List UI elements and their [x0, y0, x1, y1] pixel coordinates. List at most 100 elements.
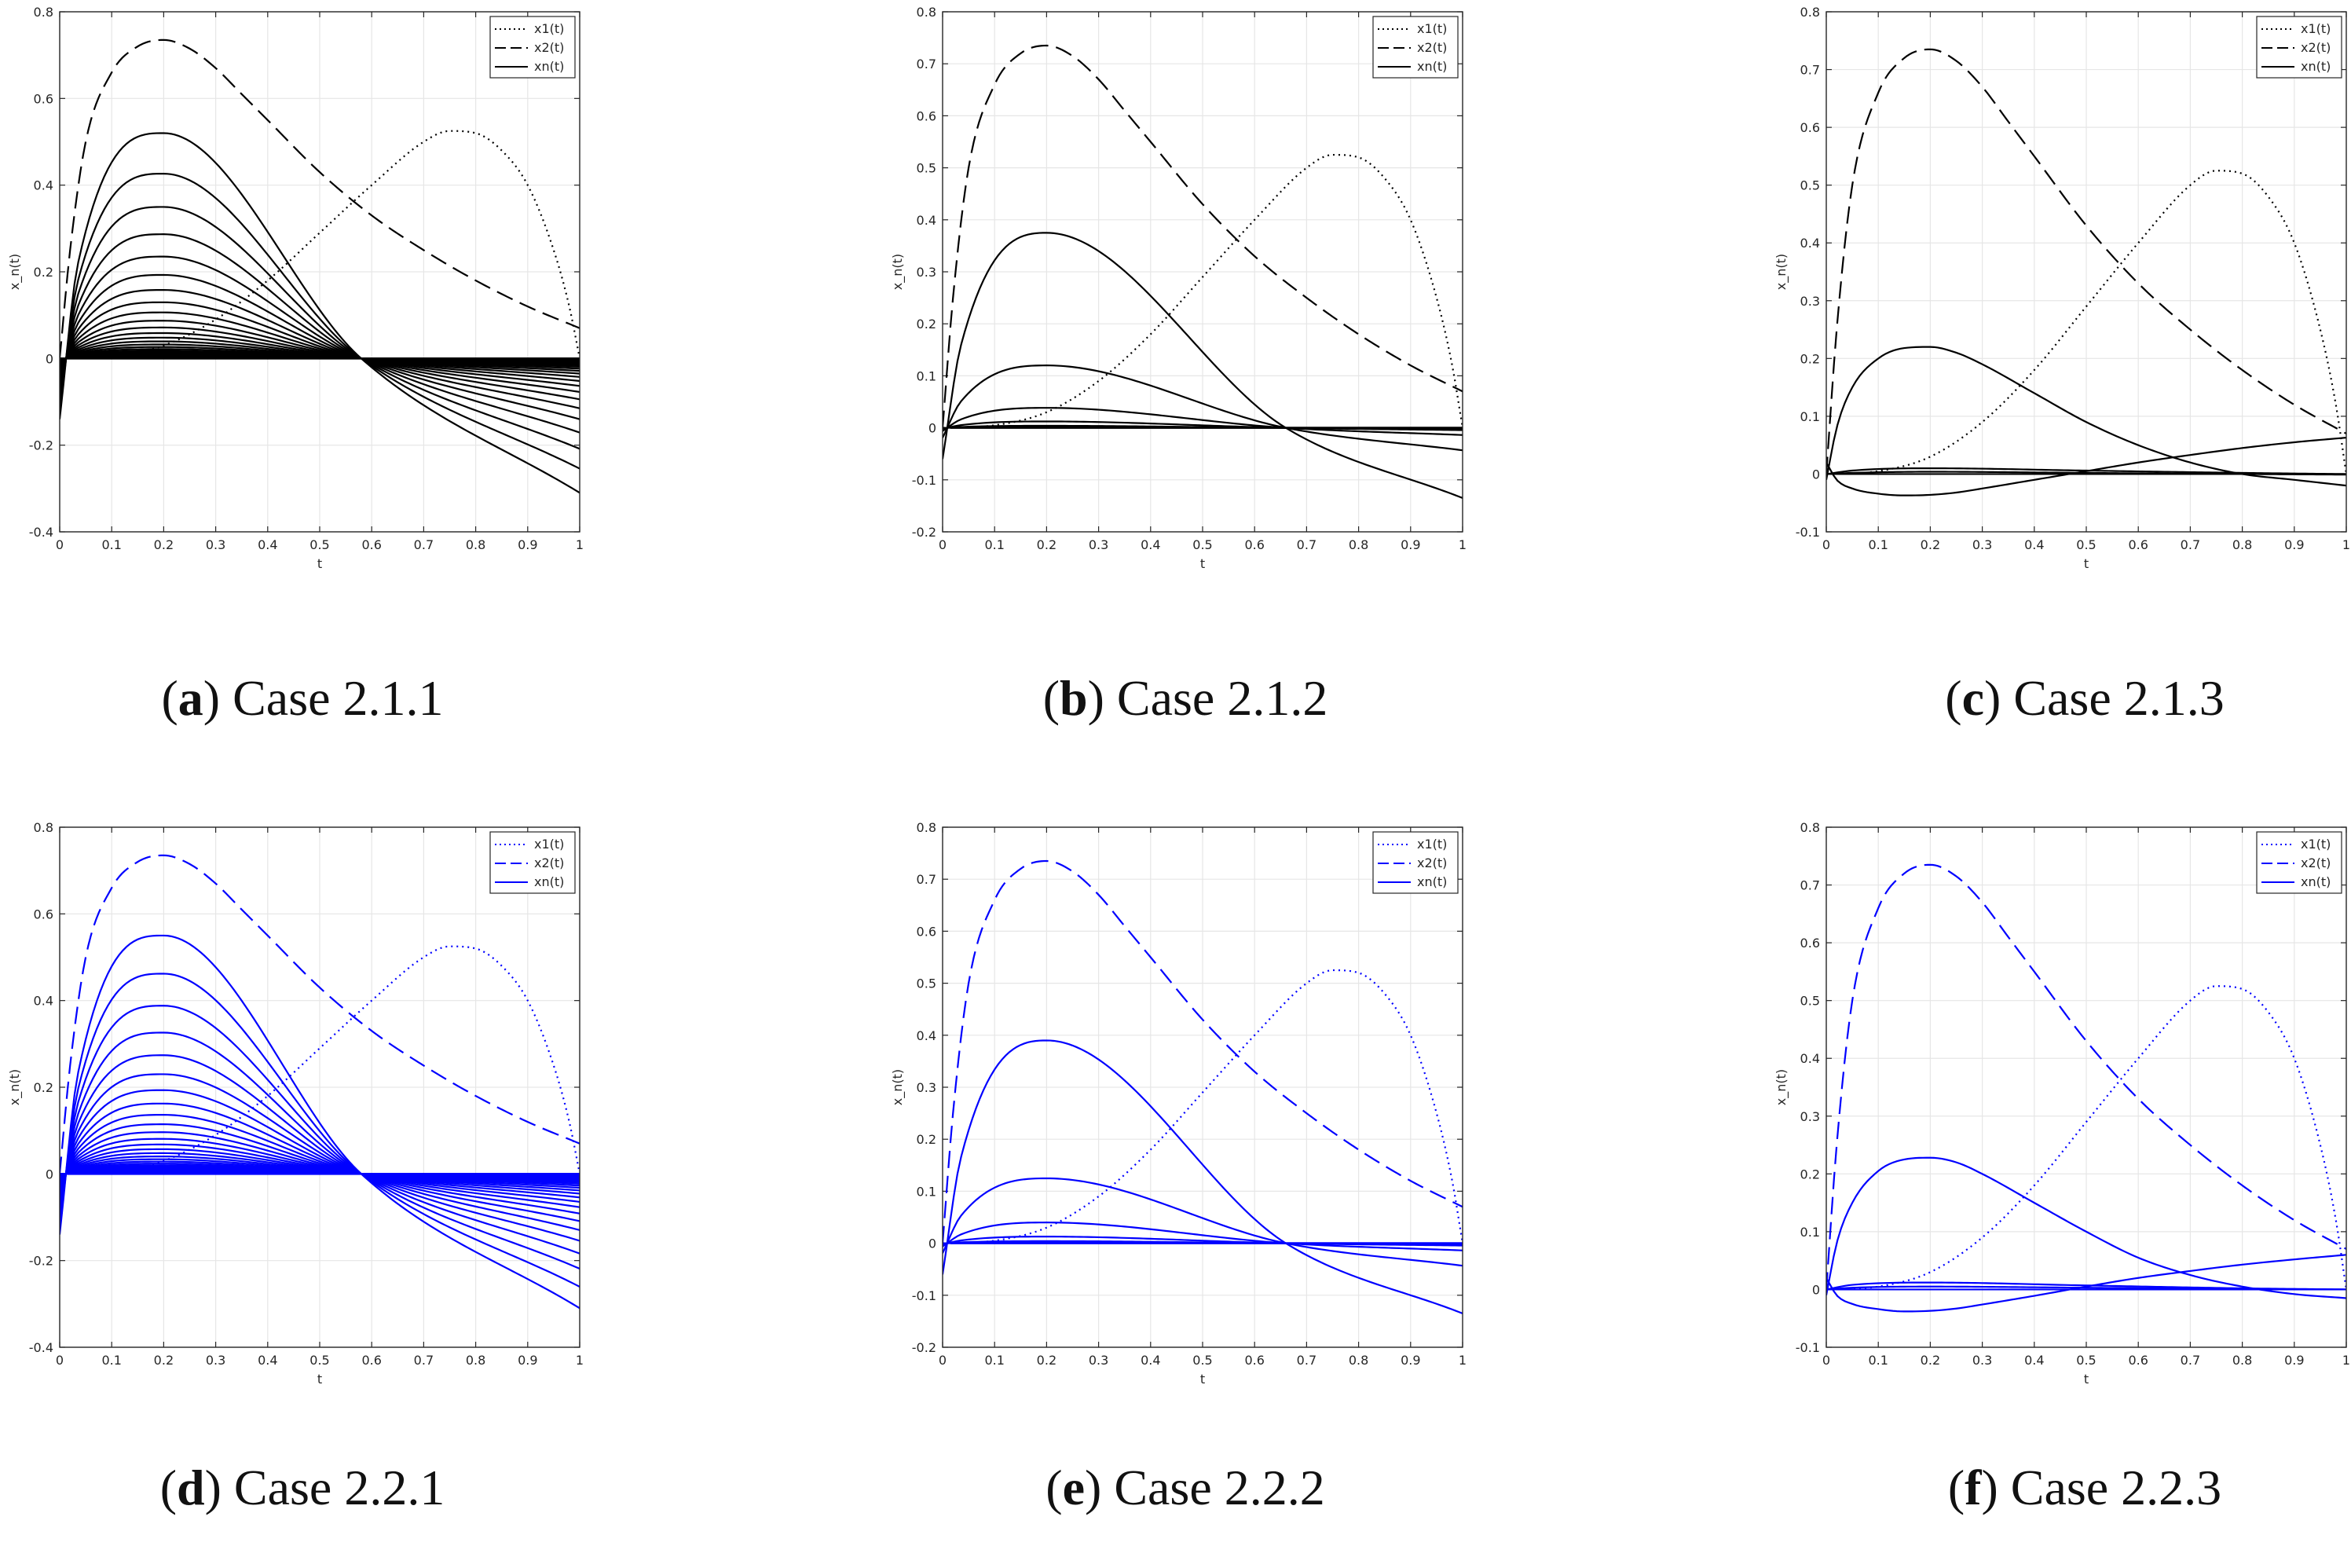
- xn-curve: [60, 973, 580, 1288]
- x-tick-label: 0.1: [984, 537, 1004, 552]
- caption-close-paren: ): [205, 1460, 234, 1515]
- caption-letter: b: [1060, 670, 1088, 726]
- x-tick-label: 0.3: [1089, 537, 1108, 552]
- x-tick-label: 0.3: [1972, 537, 1992, 552]
- x-tick-label: 0.3: [206, 1353, 225, 1368]
- y-tick-label: 0: [1812, 467, 1820, 482]
- xn-curve: [60, 1102, 580, 1214]
- xn-curve: [60, 1143, 580, 1192]
- plot-area: [60, 38, 580, 494]
- panel-d: 0 0.1 0.2 0.3 0.4 0.5 0.6 0.7 0.8 0.9 1 -0.4 -0.2 0 0.…: [7, 820, 584, 1515]
- x-tick-label: 0.5: [1192, 537, 1212, 552]
- x-tick-label: 0.6: [2128, 1353, 2148, 1368]
- x-tick-label: 0.9: [1401, 1353, 1420, 1368]
- y-tick-label: 0.1: [1800, 1225, 1820, 1240]
- x-tick-label: 0.7: [1297, 537, 1316, 552]
- y-tick-label: 0.2: [917, 1132, 936, 1147]
- y-tick-label: 0.5: [917, 161, 936, 176]
- y-tick-label: -0.2: [29, 438, 53, 453]
- y-tick-label: 0.7: [917, 872, 936, 887]
- x-tick-label: 0.9: [518, 537, 537, 552]
- y-tick-label: 0.4: [34, 178, 53, 193]
- y-tick-label: 0.8: [917, 820, 936, 835]
- legend-label: x2(t): [534, 855, 564, 870]
- x-tick-label: 0.6: [1244, 537, 1264, 552]
- x-tick-label: 0.2: [1037, 1353, 1056, 1368]
- y-tick-label: 0.2: [1800, 351, 1820, 366]
- y-tick-label: 0.4: [917, 213, 936, 228]
- legend-label: x1(t): [534, 21, 564, 36]
- y-axis-label: x_n(t): [890, 1069, 906, 1105]
- legend-label: x1(t): [534, 837, 564, 852]
- xn-curve: [60, 332, 580, 375]
- plot-area: [943, 44, 1463, 499]
- y-tick-label: 0.3: [917, 1080, 936, 1095]
- plot-area: [60, 854, 580, 1310]
- xn-curve: [60, 172, 580, 470]
- caption-text: Case 2.1.1: [233, 670, 443, 726]
- x-tick-label: 1: [576, 1353, 584, 1368]
- legend-label: xn(t): [534, 874, 564, 889]
- y-tick-label: -0.1: [912, 1288, 936, 1303]
- xn-curve: [60, 132, 580, 494]
- legend-label: x1(t): [1417, 21, 1447, 36]
- x-tick-label: 0: [1822, 1353, 1830, 1368]
- y-tick-label: 0.7: [1800, 63, 1820, 78]
- caption-text: Case 2.2.3: [2011, 1460, 2221, 1515]
- caption-open-paren: (: [161, 670, 178, 726]
- caption-text: Case 2.1.2: [1117, 670, 1327, 726]
- x-tick-label: 0.1: [101, 537, 121, 552]
- xn-curve: [60, 1131, 580, 1199]
- y-tick-label: -0.1: [912, 473, 936, 488]
- panel-a: 0 0.1 0.2 0.3 0.4 0.5 0.6 0.7 0.8 0.9 1 -0.4 -0.2 0 0.…: [7, 5, 584, 726]
- x2-curve: [943, 859, 1463, 1244]
- x1-curve: [943, 153, 1463, 429]
- x1-curve: [60, 945, 580, 1175]
- caption-letter: c: [1962, 670, 1984, 726]
- x-tick-label: 0.7: [2181, 1353, 2200, 1368]
- caption-text: Case 2.2.1: [234, 1460, 445, 1515]
- plot-area: [1826, 863, 2346, 1313]
- xn-curve: [60, 1114, 580, 1208]
- caption-letter: e: [1063, 1460, 1085, 1515]
- x-tick-label: 0.2: [154, 537, 174, 552]
- x-tick-label: 0.8: [2232, 537, 2252, 552]
- xn-curve: [60, 255, 580, 420]
- y-axis-label: x_n(t): [1774, 1069, 1789, 1105]
- x-tick-label: 0.1: [984, 1353, 1004, 1368]
- legend-label: x2(t): [2301, 40, 2331, 55]
- y-tick-label: -0.1: [1796, 1340, 1820, 1355]
- x-tick-label: 0.5: [1192, 1353, 1212, 1368]
- axes-box: [1826, 11, 2347, 533]
- x-tick-label: 1: [2342, 537, 2350, 552]
- x-tick-label: 1: [2342, 1353, 2350, 1368]
- y-tick-label: 0.1: [1800, 409, 1820, 424]
- x2-curve: [1826, 863, 2346, 1290]
- xn-curve: [60, 311, 580, 387]
- legend-label: x2(t): [534, 40, 564, 55]
- panel-f: 0 0.1 0.2 0.3 0.4 0.5 0.6 0.7 0.8 0.9 1-0.100.10.2…: [1774, 820, 2350, 1515]
- x-tick-label: 0.6: [361, 537, 381, 552]
- y-tick-label: 0.4: [1800, 1051, 1820, 1066]
- x-tick-label: 0.3: [1972, 1353, 1992, 1368]
- panel-caption: (b) Case 2.1.2: [1043, 670, 1328, 726]
- caption-close-paren: ): [203, 670, 233, 726]
- x-tick-label: 0.7: [1297, 1353, 1316, 1368]
- xn-curve: [60, 1089, 580, 1222]
- caption-text: Case 2.2.2: [1114, 1460, 1324, 1515]
- xn-curve: [60, 1073, 580, 1231]
- y-tick-label: 0.2: [34, 265, 53, 280]
- legend-label: xn(t): [1417, 59, 1447, 74]
- x1-curve: [1826, 170, 2346, 475]
- xn-curve: [60, 1123, 580, 1203]
- x-tick-label: 0.8: [2232, 1353, 2252, 1368]
- x2-curve: [60, 854, 580, 1174]
- y-tick-label: 0.3: [917, 265, 936, 280]
- x-tick-label: 0.6: [2128, 537, 2148, 552]
- xn-curve: [1826, 467, 2346, 475]
- y-tick-label: 0.3: [1800, 1109, 1820, 1124]
- axes-box: [59, 11, 580, 533]
- y-tick-label: 0.5: [1800, 994, 1820, 1009]
- y-tick-label: 0: [928, 1236, 936, 1251]
- y-tick-label: 0.7: [917, 57, 936, 71]
